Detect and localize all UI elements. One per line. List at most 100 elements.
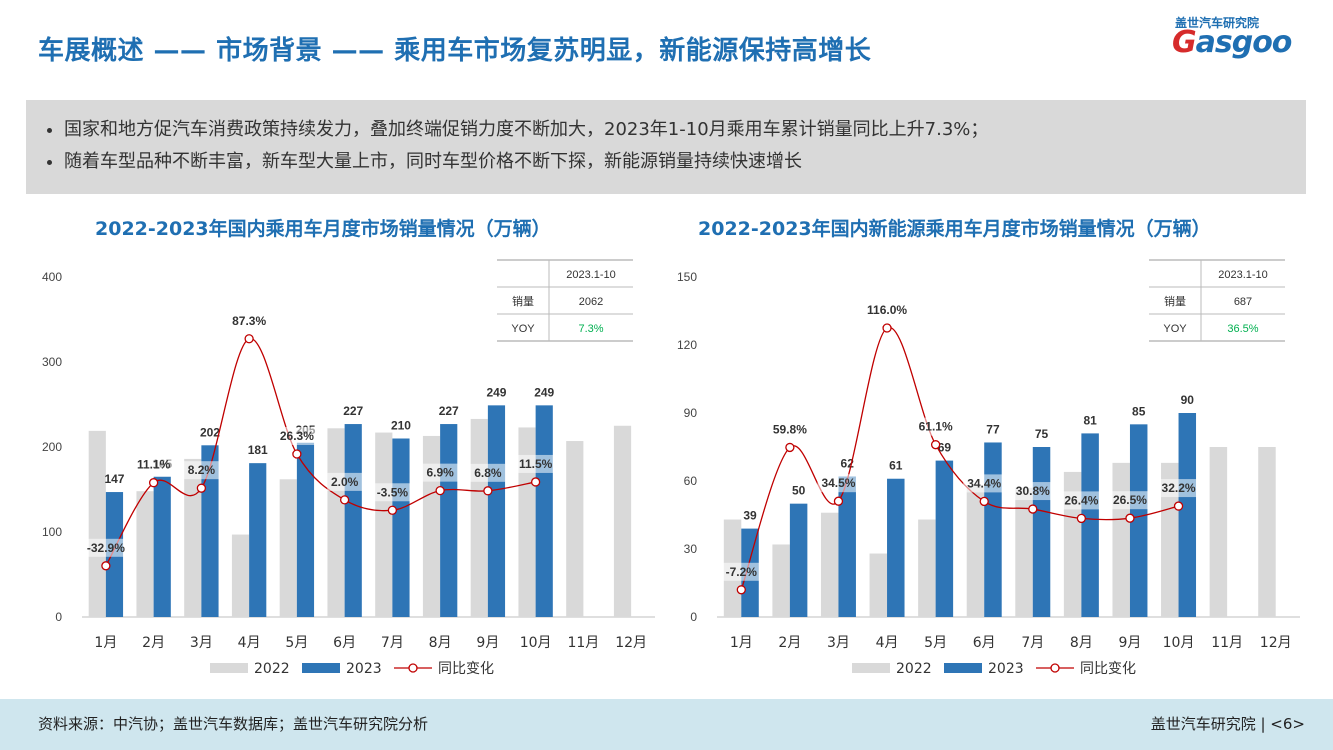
bar-2022 bbox=[231, 534, 250, 617]
yoy-point bbox=[292, 449, 302, 459]
legend-label-2023: 2023 bbox=[988, 661, 1024, 677]
summary-box: 国家和地方促汽车消费政策持续发力，叠加终端促销力度不断加大，2023年1-10月… bbox=[26, 100, 1306, 194]
yoy-value-label: 87.3% bbox=[232, 314, 266, 328]
yoy-label-bg bbox=[132, 455, 175, 474]
x-tick-label: 7月 bbox=[381, 635, 404, 651]
bar-2023 bbox=[535, 405, 553, 617]
bar-2022 bbox=[966, 485, 985, 617]
x-tick-label: 4月 bbox=[876, 635, 899, 651]
bar-2022 bbox=[470, 418, 488, 617]
logo-chinese-text: 盖世汽车研究院 bbox=[1175, 16, 1260, 30]
table-header: 2023.1-10 bbox=[1218, 269, 1268, 281]
logo-english-text: Gasgoo bbox=[1172, 25, 1292, 60]
yoy-label-bg bbox=[228, 311, 271, 330]
yoy-label-bg bbox=[422, 463, 458, 482]
bar-2023 bbox=[935, 460, 954, 617]
bar-2022 bbox=[422, 435, 441, 617]
page-title: 车展概述 —— 市场背景 —— 乘用车市场复苏明显，新能源保持高增长 bbox=[38, 36, 872, 66]
bar-2023 bbox=[296, 442, 315, 617]
bar-2023-value-label: 69 bbox=[938, 441, 952, 455]
bar-2022 bbox=[1161, 462, 1179, 617]
yoy-point bbox=[1125, 513, 1135, 523]
bar-2023-value-label: 147 bbox=[104, 472, 124, 486]
x-tick-label: 5月 bbox=[285, 635, 308, 651]
x-tick-label: 2月 bbox=[778, 635, 801, 651]
bar-2022 bbox=[88, 430, 106, 617]
bar-2022 bbox=[136, 491, 154, 617]
bar-2022 bbox=[1112, 462, 1130, 617]
bar-2023-value-label: 50 bbox=[792, 484, 806, 498]
chart-title-nev: 2022-2023年国内新能源乘用车月度市场销量情况（万辆） bbox=[698, 218, 1211, 240]
x-tick-label: 8月 bbox=[1070, 635, 1093, 651]
yoy-label-bg bbox=[914, 417, 957, 436]
bar-2023 bbox=[984, 442, 1002, 617]
legend-swatch-2022 bbox=[210, 663, 248, 673]
x-tick-label: 5月 bbox=[924, 635, 947, 651]
yoy-value-label: 59.8% bbox=[773, 422, 807, 436]
yoy-label-bg bbox=[470, 463, 506, 482]
y-tick-label: 400 bbox=[42, 270, 62, 284]
legend-marker-yoy bbox=[408, 663, 418, 673]
bar-2023 bbox=[789, 503, 808, 617]
table-row-value: 36.5% bbox=[1227, 323, 1258, 335]
bar-2023 bbox=[1129, 424, 1148, 617]
yoy-value-label: 6.8% bbox=[474, 466, 502, 480]
y-tick-label: 120 bbox=[677, 338, 697, 352]
yoy-value-label: 11.1% bbox=[137, 458, 171, 472]
x-tick-label: 12月 bbox=[615, 635, 647, 651]
yoy-label-bg bbox=[720, 562, 763, 581]
yoy-label-bg bbox=[1011, 482, 1054, 501]
yoy-value-label: 34.5% bbox=[821, 476, 855, 490]
bar-2023-value-label: 181 bbox=[248, 443, 268, 457]
yoy-label-bg bbox=[327, 472, 363, 491]
summary-bullet-1: 国家和地方促汽车消费政策持续发力，叠加终端促销力度不断加大，2023年1-10月… bbox=[64, 114, 1306, 146]
yoy-point bbox=[930, 440, 941, 450]
footer-bar: 资料来源：中汽协；盖世汽车数据库；盖世汽车研究院分析 盖世汽车研究院 | <6> bbox=[0, 699, 1333, 750]
chart-nev: 0306090120150391月502月623月614月695月776月757… bbox=[677, 259, 1300, 677]
bar-2023-value-label: 90 bbox=[1181, 393, 1195, 407]
yoy-point bbox=[387, 505, 398, 515]
legend-swatch-2023 bbox=[944, 663, 982, 673]
bar-2023-value-label: 77 bbox=[986, 422, 1000, 436]
bar-2023-value-label: 249 bbox=[486, 385, 506, 399]
chart-title-passenger: 2022-2023年国内乘用车月度市场销量情况（万辆） bbox=[95, 218, 551, 240]
bar-2023 bbox=[1032, 447, 1051, 617]
legend-label-2023: 2023 bbox=[346, 661, 382, 677]
bar-2022 bbox=[375, 432, 393, 617]
y-tick-label: 200 bbox=[42, 440, 62, 454]
bar-2023-value-label: 39 bbox=[743, 509, 757, 523]
bar-2023-value-label: 81 bbox=[1083, 413, 1097, 427]
table-row-value: 7.3% bbox=[578, 323, 603, 335]
yoy-value-label: -3.5% bbox=[377, 485, 409, 499]
yoy-label-bg bbox=[1108, 491, 1151, 510]
bar-2022 bbox=[1209, 447, 1228, 617]
bar-2023 bbox=[1178, 413, 1197, 617]
bar-2023 bbox=[344, 424, 362, 617]
legend-label-2022: 2022 bbox=[896, 661, 932, 677]
legend-label-yoy: 同比变化 bbox=[438, 661, 494, 677]
table-row-label: YOY bbox=[1163, 323, 1187, 335]
y-tick-label: 300 bbox=[42, 355, 62, 369]
bar-2022 bbox=[279, 479, 297, 617]
yoy-point bbox=[148, 478, 159, 488]
yoy-value-label: 6.9% bbox=[426, 466, 454, 480]
table-row-label: YOY bbox=[511, 323, 535, 335]
yoy-label-bg bbox=[768, 420, 811, 439]
x-tick-label: 3月 bbox=[190, 635, 213, 651]
x-tick-label: 6月 bbox=[333, 635, 356, 651]
chart-passenger: 01002003004001471月1652月2023月1814月2055月22… bbox=[42, 259, 655, 677]
bar-2022 bbox=[1015, 487, 1033, 617]
bar-2023 bbox=[887, 478, 905, 617]
table-row-label: 销量 bbox=[512, 294, 534, 308]
x-tick-label: 11月 bbox=[1211, 635, 1243, 651]
footer-source: 资料来源：中汽协；盖世汽车数据库；盖世汽车研究院分析 bbox=[38, 715, 429, 733]
y-tick-label: 150 bbox=[677, 270, 697, 284]
yoy-point bbox=[785, 442, 795, 453]
yoy-label-bg bbox=[371, 483, 414, 502]
bar-2023 bbox=[153, 476, 171, 617]
x-tick-label: 1月 bbox=[730, 635, 753, 651]
bar-2023 bbox=[440, 424, 458, 617]
yoy-label-bg bbox=[862, 301, 912, 319]
yoy-point bbox=[435, 485, 445, 496]
x-tick-label: 2月 bbox=[142, 635, 165, 651]
